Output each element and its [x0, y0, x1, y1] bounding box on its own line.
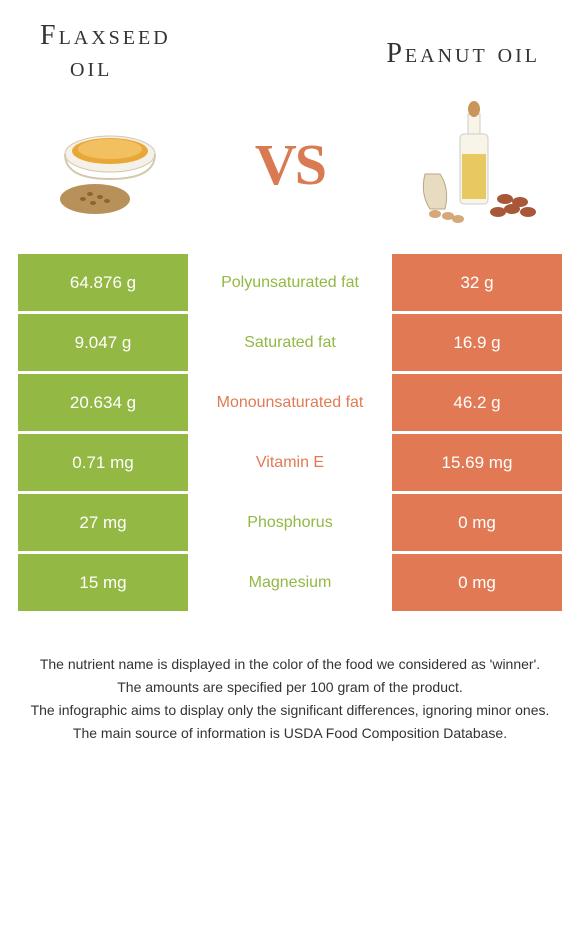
- left-value: 27 mg: [18, 494, 188, 551]
- right-food-title: Peanut oil: [386, 38, 540, 70]
- nutrient-label: Vitamin E: [188, 434, 392, 491]
- flaxseed-oil-image: [30, 94, 190, 234]
- nutrient-label: Phosphorus: [188, 494, 392, 551]
- right-value: 46.2 g: [392, 374, 562, 431]
- nutrient-label: Monounsaturated fat: [188, 374, 392, 431]
- table-row: 9.047 g Saturated fat 16.9 g: [18, 314, 562, 371]
- footnote-line: The amounts are specified per 100 gram o…: [25, 677, 555, 698]
- left-value: 0.71 mg: [18, 434, 188, 491]
- table-row: 27 mg Phosphorus 0 mg: [18, 494, 562, 551]
- nutrient-label: Saturated fat: [188, 314, 392, 371]
- nutrient-label: Magnesium: [188, 554, 392, 611]
- table-row: 0.71 mg Vitamin E 15.69 mg: [18, 434, 562, 491]
- right-value: 32 g: [392, 254, 562, 311]
- left-title-line1: Flaxseed: [40, 20, 171, 51]
- table-row: 15 mg Magnesium 0 mg: [18, 554, 562, 611]
- right-value: 0 mg: [392, 554, 562, 611]
- left-title-line2: oil: [70, 52, 112, 83]
- footnote-line: The infographic aims to display only the…: [25, 700, 555, 721]
- peanut-oil-image: [390, 94, 550, 234]
- right-value: 16.9 g: [392, 314, 562, 371]
- images-row: VS: [0, 84, 580, 254]
- left-value: 20.634 g: [18, 374, 188, 431]
- table-row: 64.876 g Polyunsaturated fat 32 g: [18, 254, 562, 311]
- table-row: 20.634 g Monounsaturated fat 46.2 g: [18, 374, 562, 431]
- vs-label: VS: [255, 131, 325, 198]
- footnotes: The nutrient name is displayed in the co…: [0, 614, 580, 744]
- right-value: 0 mg: [392, 494, 562, 551]
- footnote-line: The main source of information is USDA F…: [25, 723, 555, 744]
- right-value: 15.69 mg: [392, 434, 562, 491]
- left-food-title: Flaxseed oil: [40, 20, 171, 84]
- nutrient-label: Polyunsaturated fat: [188, 254, 392, 311]
- footnote-line: The nutrient name is displayed in the co…: [25, 654, 555, 675]
- header: Flaxseed oil Peanut oil: [0, 0, 580, 84]
- left-value: 9.047 g: [18, 314, 188, 371]
- left-value: 64.876 g: [18, 254, 188, 311]
- comparison-table: 64.876 g Polyunsaturated fat 32 g 9.047 …: [0, 254, 580, 611]
- left-value: 15 mg: [18, 554, 188, 611]
